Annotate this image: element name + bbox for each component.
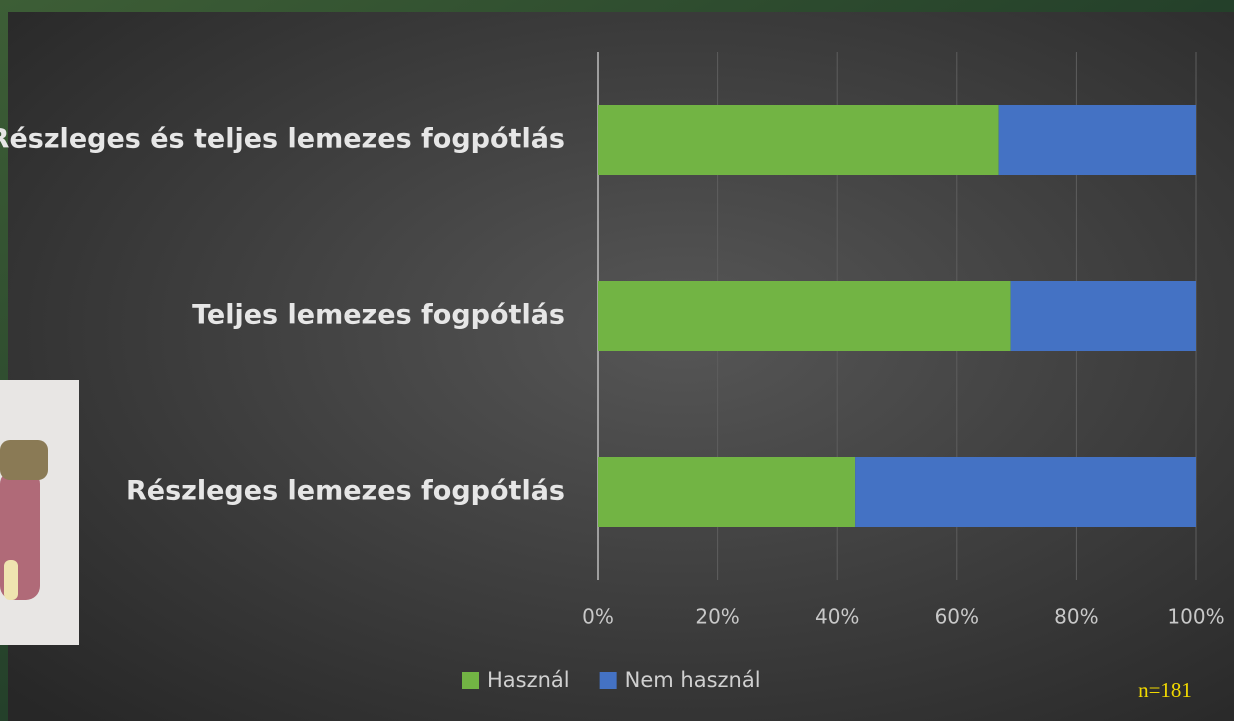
- bar-segment: [598, 281, 1011, 351]
- bar-segment: [598, 105, 999, 175]
- category-label: Részleges és teljes lemezes fogpótlás: [0, 124, 565, 155]
- bar-segment: [1010, 281, 1196, 351]
- x-tick-label: 80%: [1054, 605, 1098, 629]
- bar-segment: [998, 105, 1196, 175]
- bar-segment: [598, 457, 856, 527]
- x-tick-label: 60%: [935, 605, 979, 629]
- legend-swatch: [599, 672, 617, 689]
- x-tick-label: 100%: [1167, 605, 1224, 629]
- photo: [0, 380, 79, 645]
- x-tick-label: 20%: [695, 605, 739, 629]
- bar-segment: [855, 457, 1196, 527]
- legend-label: Használ: [487, 668, 570, 692]
- annotation: n=181: [1138, 678, 1192, 702]
- x-tick-label: 0%: [582, 605, 614, 629]
- x-tick-label: 40%: [815, 605, 859, 629]
- category-label: Részleges lemezes fogpótlás: [126, 476, 565, 507]
- category-label: Teljes lemezes fogpótlás: [192, 300, 565, 331]
- legend-label: Nem használ: [625, 668, 761, 692]
- legend-swatch: [462, 672, 479, 689]
